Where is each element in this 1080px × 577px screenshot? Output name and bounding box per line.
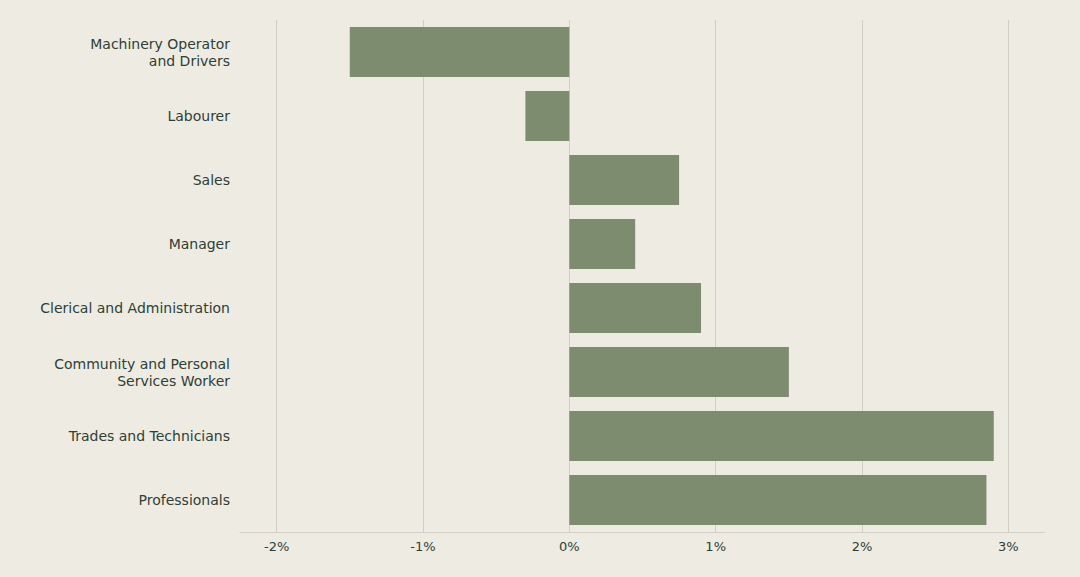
- svg-text:Sales: Sales: [193, 172, 230, 188]
- svg-text:Manager: Manager: [169, 236, 231, 252]
- svg-text:Trades and Technicians: Trades and Technicians: [68, 428, 230, 444]
- svg-text:Labourer: Labourer: [167, 108, 230, 124]
- svg-text:1%: 1%: [705, 539, 726, 554]
- svg-text:Clerical and Administration: Clerical and Administration: [40, 300, 230, 316]
- svg-text:-1%: -1%: [410, 539, 435, 554]
- svg-text:Community and Personal: Community and Personal: [54, 356, 230, 372]
- svg-text:Professionals: Professionals: [139, 492, 230, 508]
- svg-text:and Drivers: and Drivers: [149, 53, 230, 69]
- svg-text:3%: 3%: [998, 539, 1019, 554]
- svg-text:Machinery Operator: Machinery Operator: [90, 36, 230, 52]
- svg-text:Services Worker: Services Worker: [117, 373, 230, 389]
- svg-text:0%: 0%: [559, 539, 580, 554]
- svg-text:2%: 2%: [852, 539, 873, 554]
- svg-text:-2%: -2%: [264, 539, 289, 554]
